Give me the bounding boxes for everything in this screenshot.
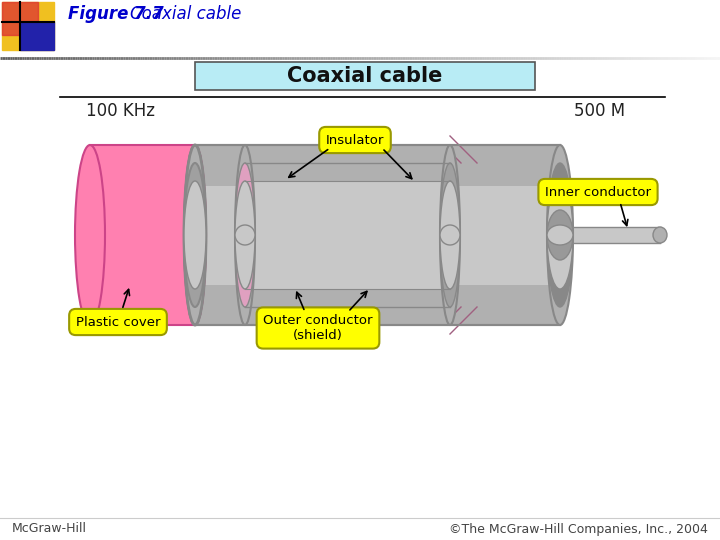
Ellipse shape <box>440 181 460 289</box>
Text: Coaxial cable: Coaxial cable <box>287 66 443 86</box>
Ellipse shape <box>235 225 255 245</box>
Text: McGraw-Hill: McGraw-Hill <box>12 523 87 536</box>
Bar <box>245 181 450 289</box>
Text: 100 KHz: 100 KHz <box>86 102 155 120</box>
Bar <box>245 145 450 186</box>
Bar <box>195 145 560 186</box>
Bar <box>245 145 450 163</box>
Ellipse shape <box>547 210 573 260</box>
Ellipse shape <box>184 163 206 307</box>
Ellipse shape <box>184 145 206 325</box>
Bar <box>245 307 450 325</box>
Ellipse shape <box>235 163 255 307</box>
Ellipse shape <box>547 163 573 307</box>
Text: Coaxial cable: Coaxial cable <box>130 5 241 23</box>
Bar <box>245 163 450 307</box>
Ellipse shape <box>186 184 204 286</box>
Text: 500 M: 500 M <box>575 102 626 120</box>
Text: ©The McGraw-Hill Companies, Inc., 2004: ©The McGraw-Hill Companies, Inc., 2004 <box>449 523 708 536</box>
Bar <box>2 2 54 50</box>
Ellipse shape <box>184 181 206 289</box>
Ellipse shape <box>440 225 460 245</box>
Ellipse shape <box>547 225 573 245</box>
Ellipse shape <box>75 145 105 325</box>
Ellipse shape <box>547 181 573 289</box>
Ellipse shape <box>184 145 206 325</box>
Ellipse shape <box>235 181 255 289</box>
Text: Insulator: Insulator <box>326 133 384 146</box>
Ellipse shape <box>653 227 667 243</box>
Text: Outer conductor
(shield): Outer conductor (shield) <box>264 314 373 342</box>
Bar <box>245 225 530 245</box>
Text: Inner conductor: Inner conductor <box>545 186 651 199</box>
Ellipse shape <box>235 145 255 325</box>
Text: Figure 7.7: Figure 7.7 <box>68 5 163 23</box>
Bar <box>2 2 38 35</box>
Ellipse shape <box>547 145 573 325</box>
Ellipse shape <box>185 153 205 317</box>
Text: Plastic cover: Plastic cover <box>76 315 161 328</box>
Ellipse shape <box>184 145 206 325</box>
FancyBboxPatch shape <box>195 62 535 90</box>
Ellipse shape <box>440 163 460 307</box>
Bar <box>560 227 660 243</box>
Bar <box>245 285 450 325</box>
Bar <box>195 285 560 325</box>
Ellipse shape <box>440 145 460 325</box>
Bar <box>90 145 195 325</box>
Bar <box>20 22 54 50</box>
Bar <box>195 145 560 325</box>
